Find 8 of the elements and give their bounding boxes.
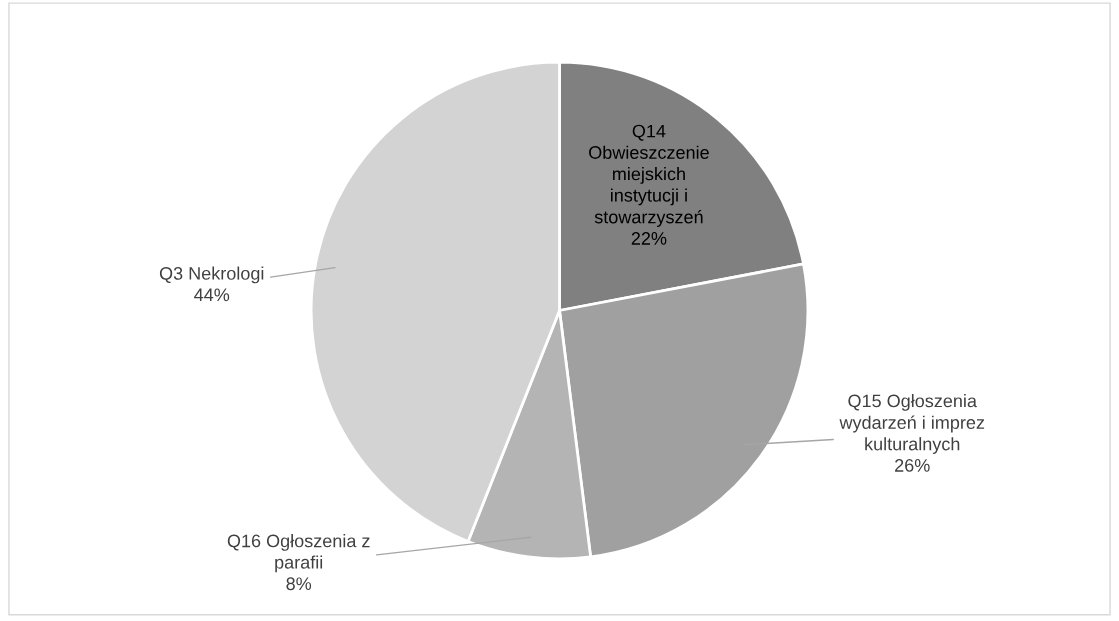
data-label: 22% bbox=[631, 232, 667, 245]
data-label: 44% bbox=[194, 288, 230, 302]
slice-label: Q3 Nekrologi bbox=[159, 266, 264, 284]
data-label: 26% bbox=[895, 459, 930, 472]
data-label: 8% bbox=[286, 577, 312, 591]
slice-label: Q15 Ogłoszenia wydarzeń i imprez kulturalnych bbox=[839, 394, 985, 454]
slice-label: Q14 Obwieszczenie miejskich instytucji i stowarzyszeń bbox=[589, 124, 709, 227]
slice-label: Q16 Ogłoszenia z parafii bbox=[227, 534, 370, 573]
